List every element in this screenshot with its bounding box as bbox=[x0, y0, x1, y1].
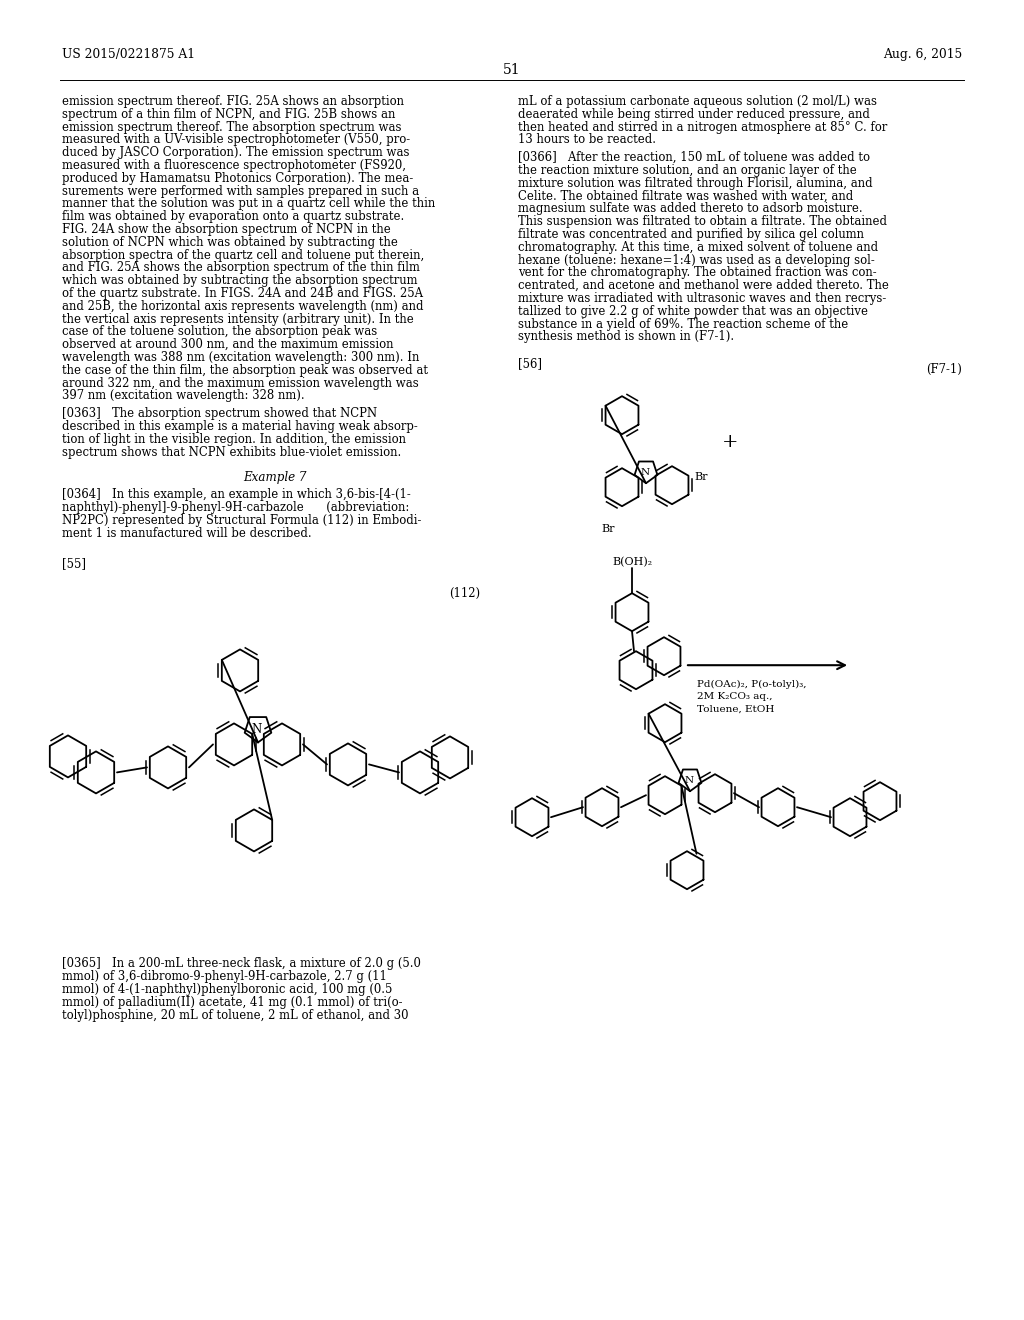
Text: [56]: [56] bbox=[518, 358, 542, 370]
Text: the reaction mixture solution, and an organic layer of the: the reaction mixture solution, and an or… bbox=[518, 164, 857, 177]
Text: Example 7: Example 7 bbox=[244, 471, 306, 484]
Text: mmol) of palladium(II) acetate, 41 mg (0.1 mmol) of tri(o-: mmol) of palladium(II) acetate, 41 mg (0… bbox=[62, 995, 402, 1008]
Text: absorption spectra of the quartz cell and toluene put therein,: absorption spectra of the quartz cell an… bbox=[62, 248, 424, 261]
Text: +: + bbox=[722, 433, 738, 451]
Text: US 2015/0221875 A1: US 2015/0221875 A1 bbox=[62, 48, 195, 61]
Text: (112): (112) bbox=[449, 587, 480, 601]
Text: 51: 51 bbox=[503, 63, 521, 77]
Text: which was obtained by subtracting the absorption spectrum: which was obtained by subtracting the ab… bbox=[62, 275, 418, 288]
Text: chromatography. At this time, a mixed solvent of toluene and: chromatography. At this time, a mixed so… bbox=[518, 240, 879, 253]
Text: then heated and stirred in a nitrogen atmosphere at 85° C. for: then heated and stirred in a nitrogen at… bbox=[518, 120, 887, 133]
Text: the case of the thin film, the absorption peak was observed at: the case of the thin film, the absorptio… bbox=[62, 364, 428, 376]
Text: hexane (toluene: hexane=1:4) was used as a developing sol-: hexane (toluene: hexane=1:4) was used as… bbox=[518, 253, 874, 267]
Text: Pd(OAc)₂, P(o-tolyl)₃,: Pd(OAc)₂, P(o-tolyl)₃, bbox=[697, 680, 807, 689]
Text: spectrum shows that NCPN exhibits blue-violet emission.: spectrum shows that NCPN exhibits blue-v… bbox=[62, 446, 401, 458]
Text: case of the toluene solution, the absorption peak was: case of the toluene solution, the absorp… bbox=[62, 326, 377, 338]
Text: FIG. 24A show the absorption spectrum of NCPN in the: FIG. 24A show the absorption spectrum of… bbox=[62, 223, 391, 236]
Text: [0365]   In a 200-mL three-neck flask, a mixture of 2.0 g (5.0: [0365] In a 200-mL three-neck flask, a m… bbox=[62, 957, 421, 970]
Text: emission spectrum thereof. FIG. 25A shows an absorption: emission spectrum thereof. FIG. 25A show… bbox=[62, 95, 404, 108]
Text: and 25B, the horizontal axis represents wavelength (nm) and: and 25B, the horizontal axis represents … bbox=[62, 300, 424, 313]
Text: measured with a UV-visible spectrophotometer (V550, pro-: measured with a UV-visible spectrophotom… bbox=[62, 133, 411, 147]
Text: [0363]   The absorption spectrum showed that NCPN: [0363] The absorption spectrum showed th… bbox=[62, 407, 377, 420]
Text: (F7-1): (F7-1) bbox=[926, 363, 962, 376]
Text: magnesium sulfate was added thereto to adsorb moisture.: magnesium sulfate was added thereto to a… bbox=[518, 202, 862, 215]
Text: film was obtained by evaporation onto a quartz substrate.: film was obtained by evaporation onto a … bbox=[62, 210, 404, 223]
Text: This suspension was filtrated to obtain a filtrate. The obtained: This suspension was filtrated to obtain … bbox=[518, 215, 887, 228]
Text: described in this example is a material having weak absorp-: described in this example is a material … bbox=[62, 420, 418, 433]
Text: spectrum of a thin film of NCPN, and FIG. 25B shows an: spectrum of a thin film of NCPN, and FIG… bbox=[62, 108, 395, 121]
Text: [0366]   After the reaction, 150 mL of toluene was added to: [0366] After the reaction, 150 mL of tol… bbox=[518, 152, 870, 164]
Text: B(OH)₂: B(OH)₂ bbox=[612, 557, 652, 568]
Text: mixture solution was filtrated through Florisil, alumina, and: mixture solution was filtrated through F… bbox=[518, 177, 872, 190]
Text: of the quartz substrate. In FIGS. 24A and 24B and FIGS. 25A: of the quartz substrate. In FIGS. 24A an… bbox=[62, 286, 423, 300]
Text: deaerated while being stirred under reduced pressure, and: deaerated while being stirred under redu… bbox=[518, 108, 869, 121]
Text: emission spectrum thereof. The absorption spectrum was: emission spectrum thereof. The absorptio… bbox=[62, 120, 401, 133]
Text: Br: Br bbox=[601, 524, 614, 535]
Text: synthesis method is shown in (F7-1).: synthesis method is shown in (F7-1). bbox=[518, 330, 734, 343]
Text: Aug. 6, 2015: Aug. 6, 2015 bbox=[883, 48, 962, 61]
Text: tallized to give 2.2 g of white powder that was an objective: tallized to give 2.2 g of white powder t… bbox=[518, 305, 868, 318]
Text: 13 hours to be reacted.: 13 hours to be reacted. bbox=[518, 133, 656, 147]
Text: Celite. The obtained filtrate was washed with water, and: Celite. The obtained filtrate was washed… bbox=[518, 190, 853, 202]
Text: surements were performed with samples prepared in such a: surements were performed with samples pr… bbox=[62, 185, 419, 198]
Text: NP2PC) represented by Structural Formula (112) in Embodi-: NP2PC) represented by Structural Formula… bbox=[62, 513, 421, 527]
Text: mmol) of 4-(1-naphthyl)phenylboronic acid, 100 mg (0.5: mmol) of 4-(1-naphthyl)phenylboronic aci… bbox=[62, 983, 392, 997]
Text: produced by Hamamatsu Photonics Corporation). The mea-: produced by Hamamatsu Photonics Corporat… bbox=[62, 172, 414, 185]
Text: Toluene, EtOH: Toluene, EtOH bbox=[697, 704, 774, 713]
Text: observed at around 300 nm, and the maximum emission: observed at around 300 nm, and the maxim… bbox=[62, 338, 393, 351]
Text: mmol) of 3,6-dibromo-9-phenyl-9H-carbazole, 2.7 g (11: mmol) of 3,6-dibromo-9-phenyl-9H-carbazo… bbox=[62, 970, 387, 983]
Text: Br: Br bbox=[694, 473, 708, 482]
Text: tion of light in the visible region. In addition, the emission: tion of light in the visible region. In … bbox=[62, 433, 406, 446]
Text: manner that the solution was put in a quartz cell while the thin: manner that the solution was put in a qu… bbox=[62, 198, 435, 210]
Text: duced by JASCO Corporation). The emission spectrum was: duced by JASCO Corporation). The emissio… bbox=[62, 147, 410, 160]
Text: the vertical axis represents intensity (arbitrary unit). In the: the vertical axis represents intensity (… bbox=[62, 313, 414, 326]
Text: vent for the chromatography. The obtained fraction was con-: vent for the chromatography. The obtaine… bbox=[518, 267, 877, 280]
Text: mL of a potassium carbonate aqueous solution (2 mol/L) was: mL of a potassium carbonate aqueous solu… bbox=[518, 95, 877, 108]
Text: [0364]   In this example, an example in which 3,6-bis-[4-(1-: [0364] In this example, an example in wh… bbox=[62, 488, 411, 502]
Text: measured with a fluorescence spectrophotometer (FS920,: measured with a fluorescence spectrophot… bbox=[62, 158, 406, 172]
Text: centrated, and acetone and methanol were added thereto. The: centrated, and acetone and methanol were… bbox=[518, 280, 889, 292]
Text: naphthyl)-phenyl]-9-phenyl-9H-carbazole      (abbreviation:: naphthyl)-phenyl]-9-phenyl-9H-carbazole … bbox=[62, 502, 410, 513]
Text: N: N bbox=[684, 776, 693, 784]
Text: ment 1 is manufactured will be described.: ment 1 is manufactured will be described… bbox=[62, 527, 311, 540]
Text: filtrate was concentrated and purified by silica gel column: filtrate was concentrated and purified b… bbox=[518, 228, 864, 242]
Text: solution of NCPN which was obtained by subtracting the: solution of NCPN which was obtained by s… bbox=[62, 236, 398, 248]
Text: substance in a yield of 69%. The reaction scheme of the: substance in a yield of 69%. The reactio… bbox=[518, 318, 848, 330]
Text: N: N bbox=[640, 467, 649, 477]
Text: 397 nm (excitation wavelength: 328 nm).: 397 nm (excitation wavelength: 328 nm). bbox=[62, 389, 304, 403]
Text: 2M K₂CO₃ aq.,: 2M K₂CO₃ aq., bbox=[697, 692, 772, 701]
Text: tolyl)phosphine, 20 mL of toluene, 2 mL of ethanol, and 30: tolyl)phosphine, 20 mL of toluene, 2 mL … bbox=[62, 1008, 409, 1022]
Text: [55]: [55] bbox=[62, 557, 86, 570]
Text: and FIG. 25A shows the absorption spectrum of the thin film: and FIG. 25A shows the absorption spectr… bbox=[62, 261, 420, 275]
Text: around 322 nm, and the maximum emission wavelength was: around 322 nm, and the maximum emission … bbox=[62, 376, 419, 389]
Text: mixture was irradiated with ultrasonic waves and then recrys-: mixture was irradiated with ultrasonic w… bbox=[518, 292, 886, 305]
Text: wavelength was 388 nm (excitation wavelength: 300 nm). In: wavelength was 388 nm (excitation wavele… bbox=[62, 351, 420, 364]
Text: N: N bbox=[252, 723, 262, 737]
